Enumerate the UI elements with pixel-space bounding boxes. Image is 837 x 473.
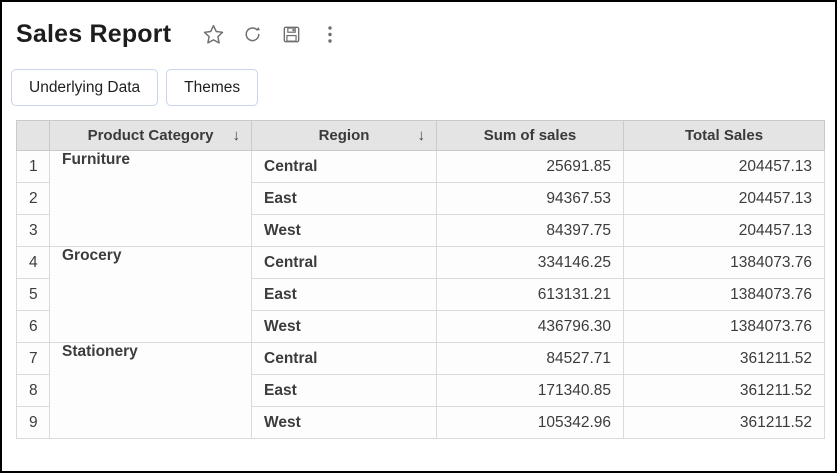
row-number: 5	[16, 278, 50, 311]
region-cell: West	[251, 310, 437, 343]
column-header-sum-of-sales[interactable]: Sum of sales	[436, 120, 624, 151]
row-number: 3	[16, 214, 50, 247]
kebab-menu-icon-glyph	[328, 25, 332, 43]
region-cell: East	[251, 182, 437, 215]
table-row: 1 Furniture Central 25691.85 204457.13	[16, 150, 825, 247]
table-row: 4 Grocery Central 334146.25 1384073.76	[16, 246, 825, 343]
column-header-product-category[interactable]: Product Category ↓	[49, 120, 252, 151]
themes-button[interactable]: Themes	[166, 69, 259, 106]
save-icon[interactable]	[279, 22, 303, 46]
total-sales-cell: 361211.52	[623, 374, 825, 407]
report-table-container: Product Category ↓ Region ↓ Sum of sales…	[16, 120, 825, 439]
title-icons	[201, 22, 342, 46]
table-row: 7 Stationery Central 84527.71 361211.52	[16, 342, 825, 439]
star-icon-glyph	[203, 24, 223, 44]
region-cell: Central	[251, 246, 437, 279]
row-number: 4	[16, 246, 50, 279]
row-number: 8	[16, 374, 50, 407]
region-cell: West	[251, 214, 437, 247]
region-cell: Central	[251, 150, 437, 183]
total-sales-cell: 204457.13	[623, 182, 825, 215]
refresh-icon[interactable]	[240, 22, 264, 46]
column-label: Total Sales	[684, 127, 764, 144]
row-number: 6	[16, 310, 50, 343]
favorite-star-icon[interactable]	[201, 22, 225, 46]
region-cell: West	[251, 406, 437, 439]
underlying-data-button[interactable]: Underlying Data	[11, 69, 159, 106]
total-sales-cell: 361211.52	[623, 342, 825, 375]
column-label: Sum of sales	[483, 127, 577, 144]
category-cell: Stationery	[49, 342, 252, 439]
column-header-region[interactable]: Region ↓	[251, 120, 437, 151]
kebab-menu-icon[interactable]	[318, 22, 342, 46]
row-number: 2	[16, 182, 50, 215]
refresh-icon-glyph	[245, 26, 260, 41]
sum-of-sales-cell: 84397.75	[436, 214, 624, 247]
save-icon-glyph	[283, 26, 300, 42]
sum-of-sales-cell: 613131.21	[436, 278, 624, 311]
view-tabs: Underlying Data Themes	[11, 69, 821, 106]
category-cell: Grocery	[49, 246, 252, 343]
sum-of-sales-cell: 94367.53	[436, 182, 624, 215]
region-cell: Central	[251, 342, 437, 375]
sort-descending-icon: ↓	[232, 126, 241, 144]
row-number: 7	[16, 342, 50, 375]
table-row: 2 East 94367.53 204457.13	[16, 182, 825, 215]
column-label: Product Category	[87, 127, 214, 144]
region-cell: East	[251, 374, 437, 407]
sum-of-sales-cell: 105342.96	[436, 406, 624, 439]
row-number: 9	[16, 406, 50, 439]
sum-of-sales-cell: 334146.25	[436, 246, 624, 279]
table-row: 3 West 84397.75 204457.13	[16, 214, 825, 247]
sum-of-sales-cell: 436796.30	[436, 310, 624, 343]
title-row: Sales Report	[16, 14, 821, 54]
sort-descending-icon: ↓	[417, 126, 426, 144]
sum-of-sales-cell: 25691.85	[436, 150, 624, 183]
table-row: 9 West 105342.96 361211.52	[16, 406, 825, 439]
table-row: 6 West 436796.30 1384073.76	[16, 310, 825, 343]
total-sales-cell: 361211.52	[623, 406, 825, 439]
total-sales-cell: 204457.13	[623, 214, 825, 247]
column-label: Region	[318, 127, 370, 144]
table-header-row: Product Category ↓ Region ↓ Sum of sales…	[16, 120, 825, 151]
sum-of-sales-cell: 84527.71	[436, 342, 624, 375]
total-sales-cell: 1384073.76	[623, 278, 825, 311]
sales-report-table: Product Category ↓ Region ↓ Sum of sales…	[16, 120, 825, 439]
total-sales-cell: 204457.13	[623, 150, 825, 183]
category-cell: Furniture	[49, 150, 252, 247]
page-title: Sales Report	[16, 19, 172, 48]
region-cell: East	[251, 278, 437, 311]
row-number: 1	[16, 150, 50, 183]
row-number-header	[16, 120, 50, 151]
sum-of-sales-cell: 171340.85	[436, 374, 624, 407]
total-sales-cell: 1384073.76	[623, 310, 825, 343]
column-header-total-sales[interactable]: Total Sales	[623, 120, 825, 151]
total-sales-cell: 1384073.76	[623, 246, 825, 279]
